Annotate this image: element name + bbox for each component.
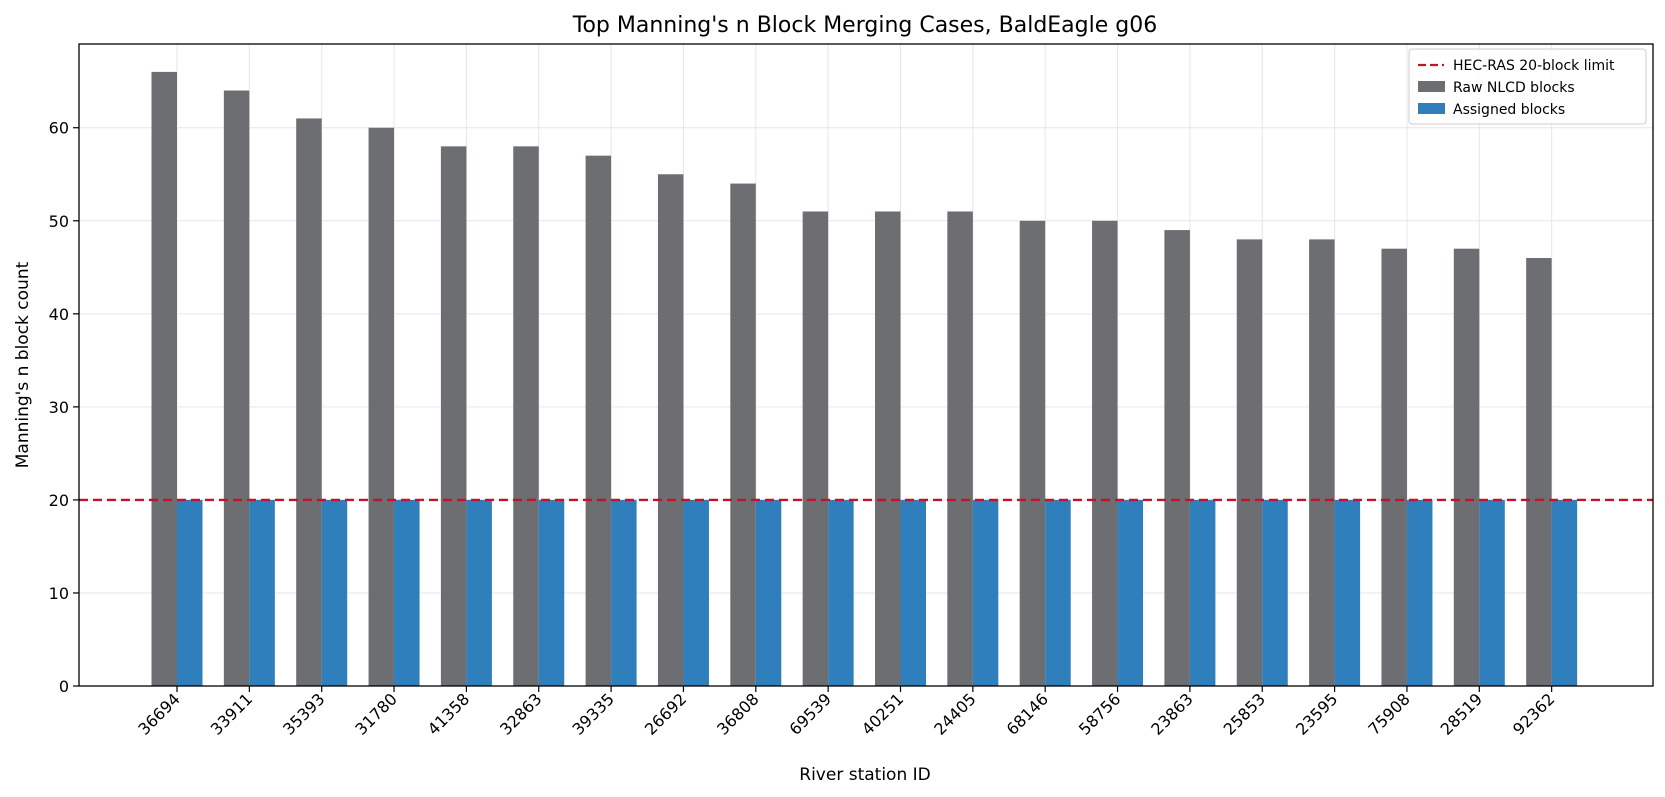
bar-raw-nlcd-28519 bbox=[1453, 248, 1480, 686]
legend-label-reference-line: HEC-RAS 20-block limit bbox=[1453, 58, 1615, 74]
bar-raw-nlcd-36694 bbox=[151, 71, 177, 687]
bar-raw-nlcd-25853 bbox=[1236, 239, 1263, 687]
bar-assigned-69539 bbox=[828, 499, 854, 686]
bar-raw-nlcd-23595 bbox=[1309, 239, 1335, 687]
legend: HEC-RAS 20-block limit Raw NLCD blocks Ass… bbox=[1408, 48, 1647, 125]
bar-raw-nlcd-39335 bbox=[585, 155, 612, 687]
y-tick-label: 20 bbox=[49, 491, 69, 510]
bar-assigned-75908 bbox=[1406, 499, 1433, 686]
y-tick-label: 0 bbox=[59, 677, 69, 696]
bars bbox=[151, 71, 1578, 687]
bar-raw-nlcd-58756 bbox=[1092, 220, 1118, 687]
bar-raw-nlcd-24405 bbox=[947, 211, 973, 686]
bar-assigned-24405 bbox=[972, 499, 999, 686]
y-tick-label: 60 bbox=[49, 119, 69, 138]
legend-swatch-series-1 bbox=[1418, 103, 1445, 114]
bar-raw-nlcd-92362 bbox=[1526, 258, 1552, 686]
bar-assigned-36694 bbox=[177, 499, 203, 686]
bar-raw-nlcd-26692 bbox=[657, 174, 684, 686]
y-tick-label: 30 bbox=[49, 398, 69, 417]
y-tick-label: 10 bbox=[49, 584, 69, 603]
legend-swatch-series-0 bbox=[1418, 81, 1445, 92]
bar-assigned-28519 bbox=[1479, 499, 1505, 686]
bar-assigned-41358 bbox=[466, 499, 492, 686]
bar-assigned-92362 bbox=[1551, 499, 1578, 686]
bar-raw-nlcd-23863 bbox=[1164, 230, 1190, 686]
legend-box bbox=[1408, 48, 1647, 125]
bar-assigned-23595 bbox=[1334, 499, 1361, 686]
bar-assigned-31780 bbox=[394, 499, 420, 686]
y-axis-ticks: 0 10 20 30 40 50 60 bbox=[49, 119, 79, 696]
legend-label-series-1: Assigned blocks bbox=[1453, 102, 1565, 118]
bar-assigned-40251 bbox=[900, 499, 926, 686]
bar-assigned-26692 bbox=[683, 499, 709, 686]
bar-raw-nlcd-35393 bbox=[296, 118, 322, 686]
bar-raw-nlcd-68146 bbox=[1019, 220, 1046, 687]
y-tick-label: 50 bbox=[49, 212, 69, 231]
bar-assigned-58756 bbox=[1117, 499, 1144, 686]
bar-assigned-35393 bbox=[321, 499, 348, 686]
bar-raw-nlcd-41358 bbox=[440, 146, 467, 686]
bar-assigned-32863 bbox=[538, 499, 565, 686]
y-axis-label: Manning's n block count bbox=[13, 261, 33, 468]
bar-assigned-68146 bbox=[1045, 499, 1071, 686]
bar-assigned-25853 bbox=[1262, 499, 1288, 686]
bar-assigned-36808 bbox=[755, 499, 782, 686]
bar-raw-nlcd-31780 bbox=[368, 127, 395, 686]
bar-raw-nlcd-36808 bbox=[730, 183, 756, 686]
legend-label-series-0: Raw NLCD blocks bbox=[1453, 80, 1575, 96]
bar-assigned-23863 bbox=[1189, 499, 1216, 686]
bar-raw-nlcd-69539 bbox=[802, 211, 829, 686]
chart-title: Top Manning's n Block Merging Cases, Bal… bbox=[572, 13, 1157, 38]
bar-raw-nlcd-40251 bbox=[875, 211, 901, 686]
plot-frame bbox=[78, 43, 1654, 687]
y-tick-label: 40 bbox=[49, 305, 69, 324]
bar-assigned-39335 bbox=[611, 499, 637, 686]
x-axis-label: River station ID bbox=[799, 765, 930, 785]
bar-raw-nlcd-33911 bbox=[223, 90, 250, 687]
bar-raw-nlcd-75908 bbox=[1381, 248, 1407, 686]
bar-raw-nlcd-32863 bbox=[513, 146, 539, 686]
bar-assigned-33911 bbox=[249, 499, 275, 686]
